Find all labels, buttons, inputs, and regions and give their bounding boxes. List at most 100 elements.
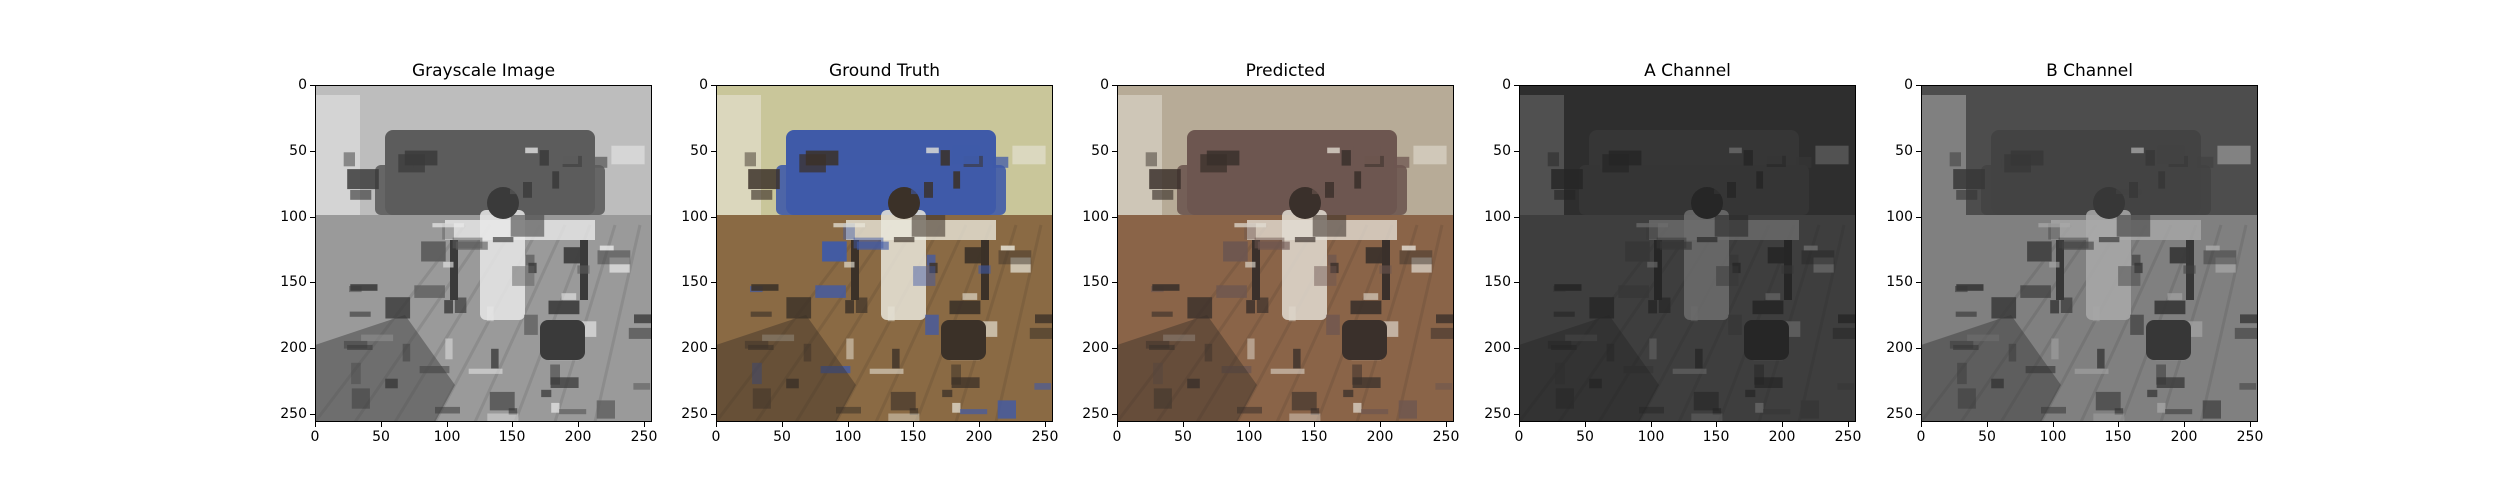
- x-tick: [1314, 422, 1315, 427]
- y-tick-label: 50: [1895, 143, 1913, 159]
- x-tick: [1921, 422, 1922, 427]
- axes-frame: [315, 85, 652, 422]
- x-tick-label: 50: [1576, 429, 1594, 445]
- panel-predicted: Predicted 0 50 100 150 200 250 0 50 100 150 200 250: [1082, 61, 1459, 445]
- y-tick-label: 250: [280, 406, 307, 422]
- y-tick: [711, 414, 716, 415]
- x-tick: [1848, 422, 1849, 427]
- y-tick: [310, 282, 315, 283]
- x-tick-label: 250: [2236, 429, 2264, 445]
- x-tick-label: 100: [433, 429, 461, 445]
- x-tick: [1045, 422, 1046, 427]
- y-tick: [1112, 348, 1117, 349]
- x-tick-label: 250: [1834, 429, 1862, 445]
- y-tick: [711, 151, 716, 152]
- x-tick: [1651, 422, 1652, 427]
- y-tick-label: 150: [280, 274, 307, 290]
- y-tick: [711, 85, 716, 86]
- panel-grayscale-image: Grayscale Image 0 50 100 150 200 250 0 50 100 150 2…: [280, 61, 657, 445]
- x-tick-label: 100: [1637, 429, 1665, 445]
- y-tick: [1112, 282, 1117, 283]
- y-tick: [1112, 414, 1117, 415]
- y-tick-label: 200: [1082, 340, 1109, 356]
- axes-frame: [716, 85, 1053, 422]
- panel-title: B Channel: [2046, 61, 2133, 81]
- x-tick: [1446, 422, 1447, 427]
- x-tick-label: 200: [1366, 429, 1394, 445]
- y-tick: [1514, 414, 1519, 415]
- y-tick-label: 250: [1082, 406, 1109, 422]
- x-tick: [1987, 422, 1988, 427]
- panel-a-channel: A Channel 0 50 100 150 200 250 0 50 100 150 200 250: [1484, 61, 1861, 445]
- room-image: [1519, 85, 1856, 422]
- x-tick: [1183, 422, 1184, 427]
- y-tick: [1916, 282, 1921, 283]
- y-tick: [1112, 85, 1117, 86]
- panel-title: Ground Truth: [828, 61, 941, 81]
- image-area: [716, 85, 1053, 422]
- image-area: [1921, 85, 2258, 422]
- y-tick-label: 50: [1091, 143, 1109, 159]
- y-tick: [1514, 348, 1519, 349]
- x-tick: [1782, 422, 1783, 427]
- y-tick: [1514, 217, 1519, 218]
- y-tick-label: 250: [1886, 406, 1913, 422]
- y-tick: [1514, 85, 1519, 86]
- y-tick: [1916, 217, 1921, 218]
- y-tick-label: 100: [1082, 209, 1109, 225]
- x-tick: [644, 422, 645, 427]
- y-tick-label: 150: [1484, 274, 1511, 290]
- x-tick-label: 50: [1174, 429, 1192, 445]
- x-tick: [1380, 422, 1381, 427]
- room-image: [1921, 85, 2258, 422]
- x-tick: [2250, 422, 2251, 427]
- y-tick: [1916, 348, 1921, 349]
- x-tick-label: 0: [711, 429, 721, 445]
- x-tick-label: 100: [2039, 429, 2067, 445]
- y-tick-label: 150: [681, 274, 708, 290]
- y-tick: [1514, 151, 1519, 152]
- x-tick: [2184, 422, 2185, 427]
- axes-frame: [1117, 85, 1454, 422]
- x-tick: [512, 422, 513, 427]
- x-tick: [2053, 422, 2054, 427]
- x-tick-label: 150: [2104, 429, 2132, 445]
- x-tick: [1716, 422, 1717, 427]
- y-tick-label: 0: [699, 77, 708, 93]
- y-tick: [1916, 85, 1921, 86]
- y-tick-label: 150: [1082, 274, 1109, 290]
- y-tick-label: 200: [1484, 340, 1511, 356]
- x-tick-label: 250: [1432, 429, 1460, 445]
- x-tick: [1585, 422, 1586, 427]
- x-tick-label: 200: [564, 429, 592, 445]
- x-tick-label: 150: [899, 429, 927, 445]
- y-tick: [310, 348, 315, 349]
- y-tick-label: 50: [289, 143, 307, 159]
- x-tick: [979, 422, 980, 427]
- panel-title: A Channel: [1644, 61, 1731, 81]
- x-tick: [315, 422, 316, 427]
- x-tick-label: 0: [310, 429, 320, 445]
- y-tick-label: 50: [690, 143, 708, 159]
- y-tick-label: 100: [1886, 209, 1913, 225]
- y-tick: [711, 217, 716, 218]
- x-tick: [2118, 422, 2119, 427]
- image-area: [1519, 85, 1856, 422]
- y-tick: [1514, 282, 1519, 283]
- panel-title: Predicted: [1245, 61, 1326, 81]
- room-image: [716, 85, 1053, 422]
- x-tick-label: 100: [1235, 429, 1263, 445]
- x-tick-label: 150: [1300, 429, 1328, 445]
- y-tick-label: 200: [681, 340, 708, 356]
- image-area: [1117, 85, 1454, 422]
- y-tick-label: 150: [1886, 274, 1913, 290]
- x-tick: [913, 422, 914, 427]
- y-tick-label: 100: [681, 209, 708, 225]
- x-tick-label: 200: [965, 429, 993, 445]
- y-tick-label: 0: [1502, 77, 1511, 93]
- x-tick-label: 250: [630, 429, 658, 445]
- x-tick-label: 200: [1768, 429, 1796, 445]
- x-tick-label: 150: [498, 429, 526, 445]
- y-tick-label: 250: [681, 406, 708, 422]
